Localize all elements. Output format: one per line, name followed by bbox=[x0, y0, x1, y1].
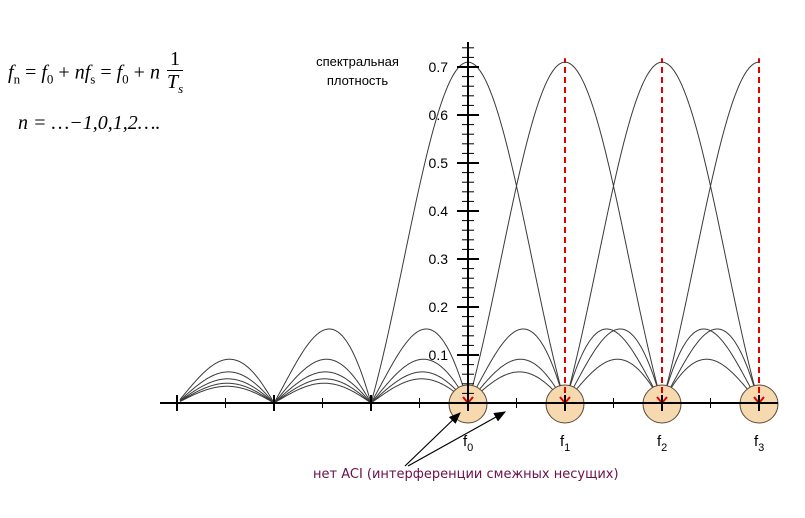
sinc-spectra bbox=[179, 61, 761, 405]
sinc-curve-f0 bbox=[179, 61, 761, 405]
fraction-one-over-ts: 1 Ts bbox=[166, 48, 184, 96]
no-aci-caption: нет ACI (интерференции смежных несущих) bbox=[313, 467, 619, 482]
y-tick-label: 0.3 bbox=[429, 251, 449, 267]
carrier-frequency-formula: fn = f0 + nfs = f0 + n 1 Ts bbox=[8, 48, 184, 100]
subcarrier-label-f0: f0 bbox=[463, 433, 473, 454]
y-tick-label: 0.5 bbox=[429, 155, 449, 171]
y-tick-label: 0.1 bbox=[429, 347, 449, 363]
subcarrier-label-f1: f1 bbox=[560, 433, 570, 454]
y-tick-label: 0.6 bbox=[429, 107, 449, 123]
y-tick-label: 0.4 bbox=[429, 203, 449, 219]
y-tick-label: 0.2 bbox=[429, 299, 449, 315]
arrow-to-f0 bbox=[404, 412, 461, 467]
y-tick-label: 0.7 bbox=[429, 59, 449, 75]
subcarrier-markers bbox=[448, 58, 779, 424]
subcarrier-labels: f0f1f2f3f4 bbox=[463, 433, 764, 454]
sinc-curve-f3 bbox=[179, 61, 761, 405]
index-range-formula: n = …−1,0,1,2…. bbox=[18, 112, 161, 134]
arrow-to-f1 bbox=[407, 411, 507, 467]
y-axis-label: спектральная плотность bbox=[316, 54, 399, 88]
sinc-curve-f1 bbox=[179, 61, 761, 405]
annotation-arrows bbox=[404, 411, 507, 467]
axes: 0.1 0.2 0.3 0.4 0.5 0.6 0.7 bbox=[160, 42, 778, 411]
subcarrier-label-f3: f3 bbox=[754, 433, 764, 454]
subcarrier-label-f2: f2 bbox=[657, 433, 667, 454]
sinc-curve-f2 bbox=[179, 61, 761, 405]
